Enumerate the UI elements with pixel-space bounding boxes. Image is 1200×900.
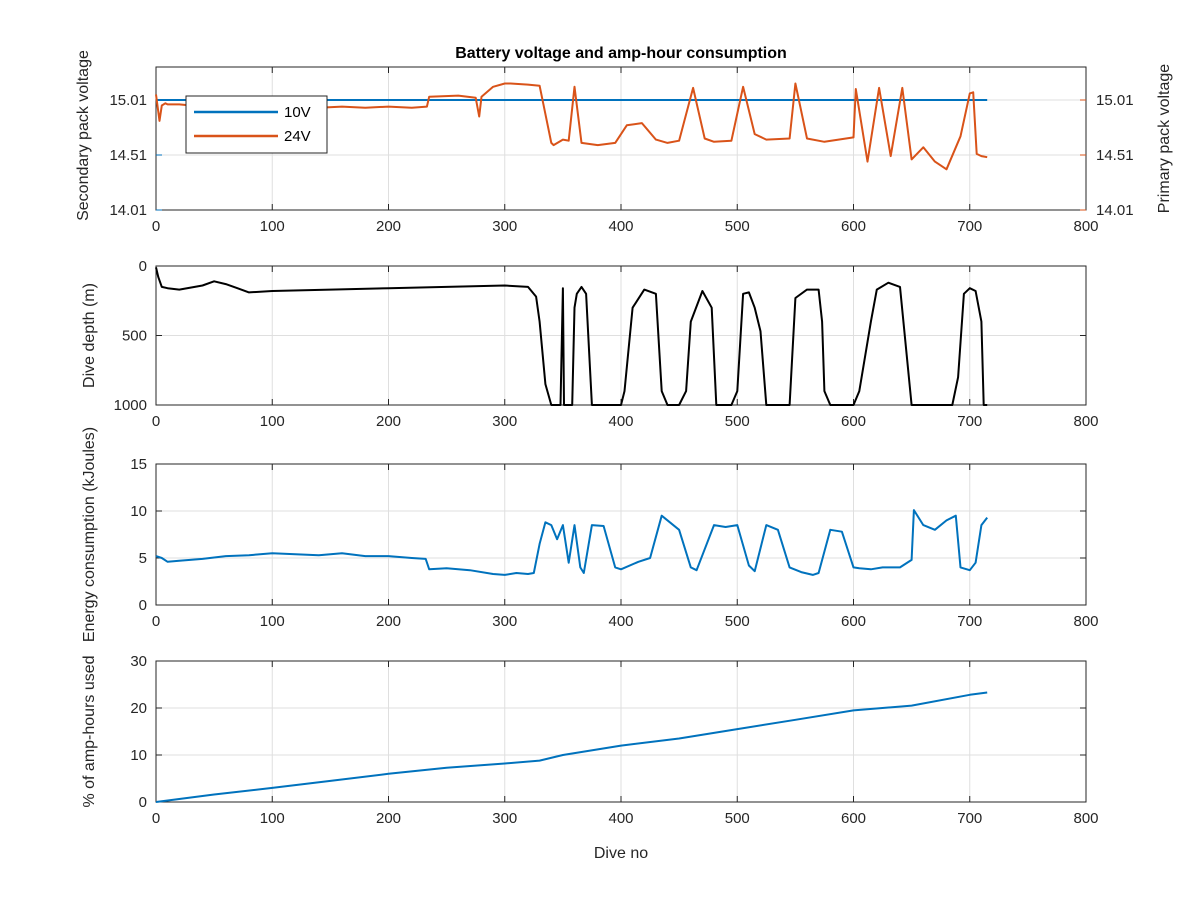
energy-x-tick-label: 200 [376, 613, 401, 630]
depth-x-tick-label: 800 [1073, 413, 1098, 430]
voltage-x-tick-label: 100 [260, 218, 285, 235]
amp-hours-x-tick-label: 300 [492, 810, 517, 827]
energy-x-tick-label: 700 [957, 613, 982, 630]
energy-x-tick-label: 800 [1073, 613, 1098, 630]
depth-x-tick-label: 100 [260, 413, 285, 430]
energy-y-tick-label: 10 [130, 503, 147, 520]
voltage-y-tick-label: 14.01 [109, 202, 147, 219]
amp-hours-x-tick-label: 500 [725, 810, 750, 827]
x-axis-label: Dive no [594, 845, 648, 862]
voltage-x-tick-label: 300 [492, 218, 517, 235]
subplot-amp-hours: 0 100 200 300 400 500 600 700 800 0 10 20 30 % of amp… [81, 653, 1099, 827]
energy-x-tick-label: 0 [152, 613, 160, 630]
energy-x-tick-label: 500 [725, 613, 750, 630]
amp-hours-x-tick-label: 800 [1073, 810, 1098, 827]
legend-label-24v: 24V [284, 128, 311, 145]
energy-y-axis-label: Energy consumption (kJoules) [81, 427, 98, 642]
voltage-right-y-axis-label: Primary pack voltage [1156, 64, 1173, 213]
amp-hours-x-tick-label: 400 [608, 810, 633, 827]
subplot-depth: 0 100 200 300 400 500 600 700 800 0 500 1000 Dive de… [81, 258, 1099, 430]
energy-x-tick-label: 100 [260, 613, 285, 630]
depth-y-tick-label: 500 [122, 328, 147, 345]
legend-label-10v: 10V [284, 104, 311, 121]
amp-hours-series-0-line [155, 691, 988, 803]
depth-x-tick-label: 200 [376, 413, 401, 430]
voltage-x-tick-label: 700 [957, 218, 982, 235]
depth-x-tick-label: 700 [957, 413, 982, 430]
amp-hours-y-axis-label: % of amp-hours used [81, 655, 98, 807]
depth-y-tick-label: 1000 [114, 397, 147, 414]
voltage-x-tick-label: 800 [1073, 218, 1098, 235]
depth-x-tick-label: 500 [725, 413, 750, 430]
voltage-right-y-tick-label: 14.01 [1096, 202, 1134, 219]
amp-hours-x-tick-label: 200 [376, 810, 401, 827]
amp-hours-y-tick-label: 10 [130, 747, 147, 764]
energy-y-tick-label: 5 [139, 550, 147, 567]
voltage-x-tick-label: 600 [841, 218, 866, 235]
depth-x-tick-label: 0 [152, 413, 160, 430]
amp-hours-x-tick-label: 600 [841, 810, 866, 827]
amp-hours-y-tick-label: 20 [130, 700, 147, 717]
amp-hours-x-tick-label: 700 [957, 810, 982, 827]
voltage-y-tick-label: 15.01 [109, 92, 147, 109]
depth-x-tick-label: 300 [492, 413, 517, 430]
voltage-right-y-tick-label: 15.01 [1096, 92, 1134, 109]
energy-x-tick-label: 600 [841, 613, 866, 630]
depth-y-tick-label: 0 [139, 258, 147, 275]
depth-x-tick-label: 400 [608, 413, 633, 430]
energy-y-tick-label: 15 [130, 456, 147, 473]
depth-series-0-line [155, 267, 988, 406]
amp-hours-x-tick-label: 100 [260, 810, 285, 827]
voltage-x-tick-label: 500 [725, 218, 750, 235]
energy-x-tick-label: 400 [608, 613, 633, 630]
depth-x-tick-label: 600 [841, 413, 866, 430]
voltage-x-tick-label: 0 [152, 218, 160, 235]
amp-hours-x-tick-label: 0 [152, 810, 160, 827]
voltage-x-tick-label: 200 [376, 218, 401, 235]
voltage-x-tick-label: 400 [608, 218, 633, 235]
legend-box [185, 95, 328, 154]
amp-hours-y-tick-label: 0 [139, 794, 147, 811]
depth-y-axis-label: Dive depth (m) [81, 283, 98, 388]
energy-x-tick-label: 300 [492, 613, 517, 630]
voltage-right-y-tick-label: 14.51 [1096, 147, 1134, 164]
energy-series-0-line [155, 509, 988, 576]
voltage-y-tick-label: 14.51 [109, 147, 147, 164]
voltage-y-axis-label: Secondary pack voltage [75, 50, 92, 221]
figure-title: Battery voltage and amp-hour consumption [455, 45, 787, 62]
amp-hours-y-tick-label: 30 [130, 653, 147, 670]
energy-y-tick-label: 0 [139, 597, 147, 614]
subplot-energy: 0 100 200 300 400 500 600 700 800 0 5 10 15 Energy co… [81, 427, 1099, 642]
